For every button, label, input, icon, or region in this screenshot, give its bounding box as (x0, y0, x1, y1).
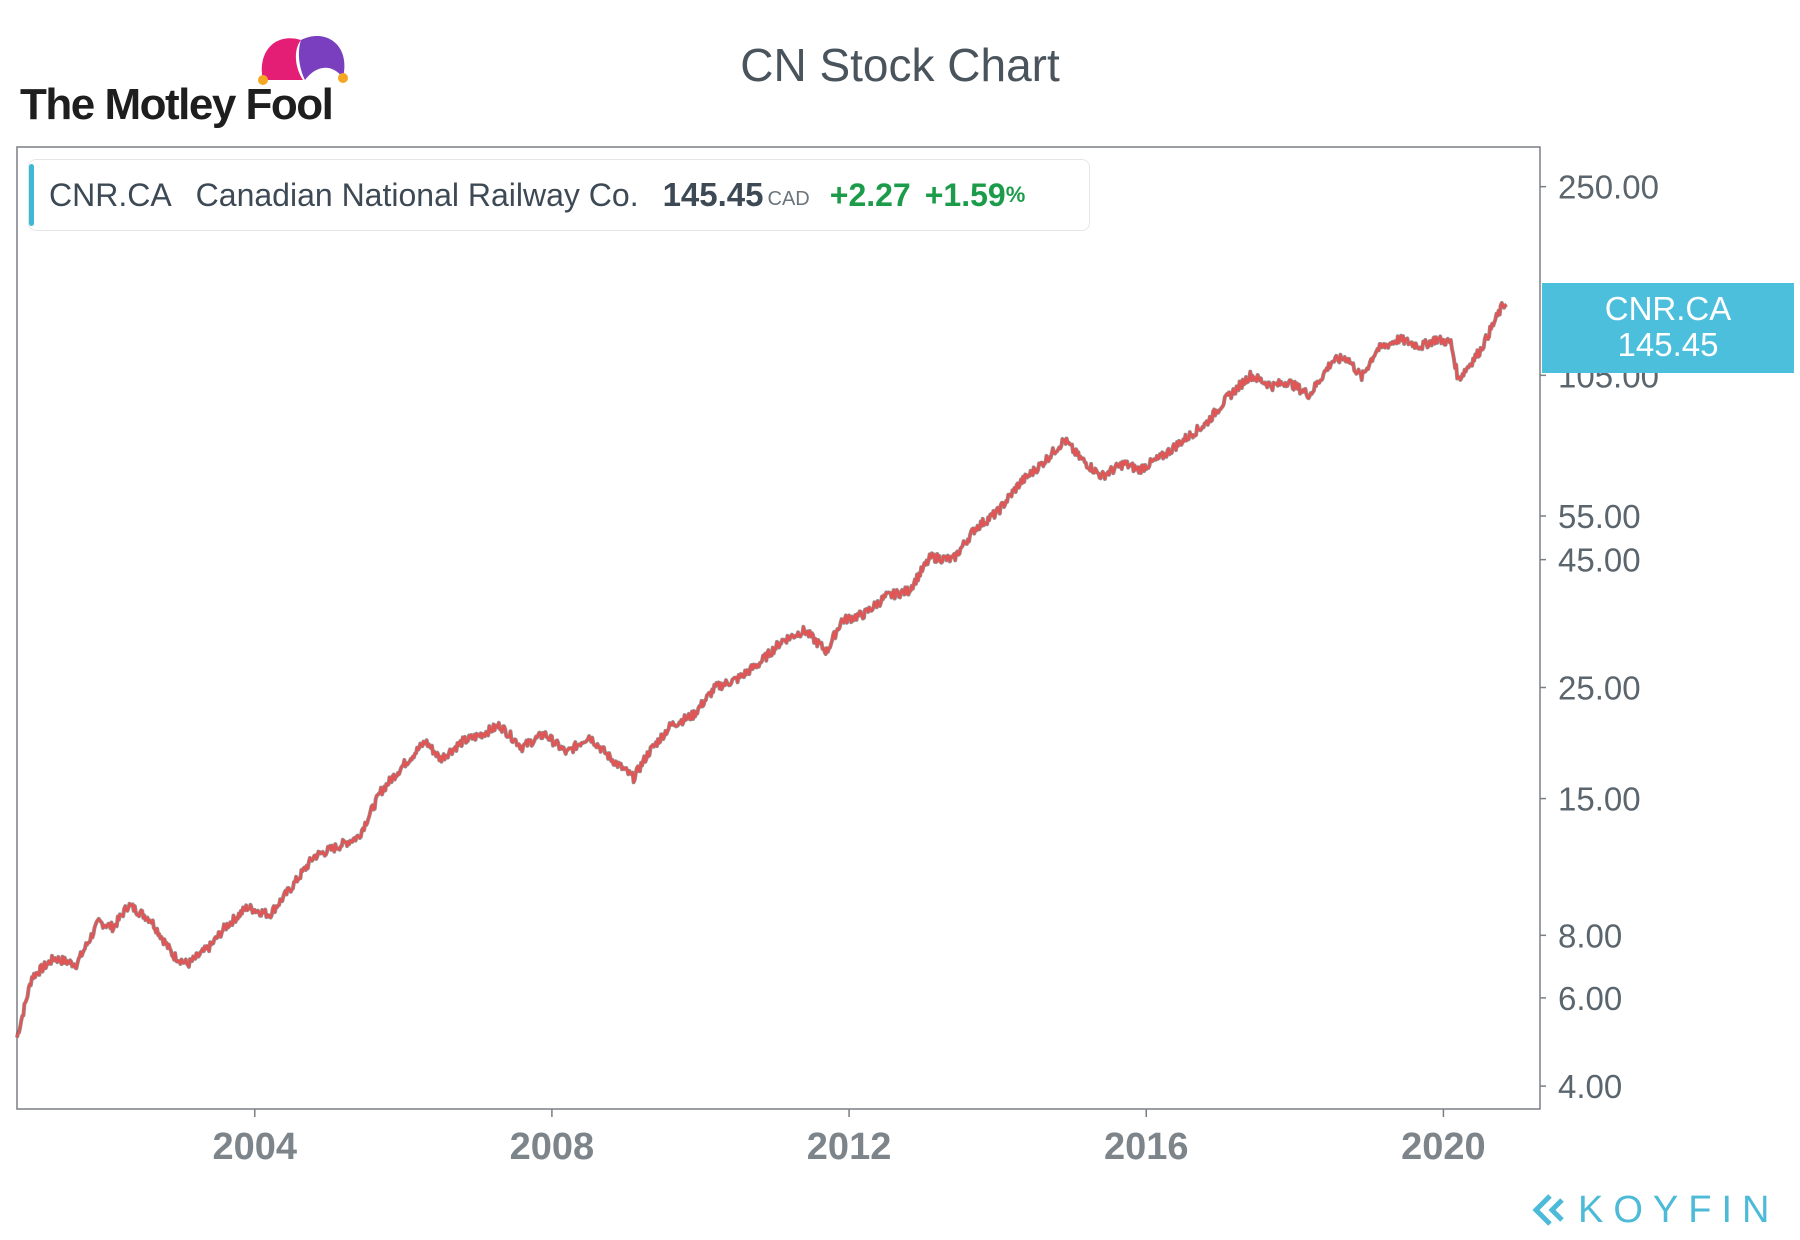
price-series-line (15, 301, 1508, 1038)
y-tick-label: 45.00 (1558, 542, 1641, 579)
koyfin-text: KOYFIN (1578, 1188, 1780, 1231)
last-price-tag: CNR.CA 145.45 (1542, 283, 1794, 373)
legend-price: 145.45 (662, 176, 764, 213)
x-tick-label: 2012 (807, 1126, 892, 1168)
koyfin-logo: KOYFIN (1532, 1188, 1779, 1232)
legend-ticker: CNR.CA (49, 176, 172, 213)
legend-change: +2.27 (829, 176, 911, 213)
chart-title: CN Stock Chart (740, 39, 1060, 91)
legend-currency: CAD (767, 187, 810, 210)
legend-company-name: Canadian National Railway Co. (195, 176, 639, 213)
x-tick-label: 2004 (212, 1126, 297, 1168)
legend-pct-symbol: % (1005, 182, 1026, 207)
y-tick-label: 4.00 (1558, 1068, 1622, 1105)
koyfin-chevron-icon (1532, 1194, 1564, 1226)
y-tick-label: 8.00 (1558, 917, 1622, 954)
x-tick-label: 2020 (1401, 1126, 1486, 1168)
legend-change-pct: +1.59 (924, 176, 1006, 213)
price-series-shadow (15, 301, 1508, 1039)
y-tick-label: 55.00 (1558, 498, 1641, 535)
y-tick-label: 6.00 (1558, 980, 1622, 1017)
plot-frame (16, 146, 1541, 1110)
jester-hat-icon (258, 36, 348, 85)
motley-fool-logo: The Motley Fool (20, 28, 400, 138)
x-tick-label: 2016 (1104, 1126, 1189, 1168)
logo-text: The Motley Fool (20, 80, 334, 129)
legend-bar: CNR.CA Canadian National Railway Co. 145… (28, 159, 1090, 231)
price-tag-ticker: CNR.CA (1604, 290, 1732, 327)
y-tick-label: 250.00 (1558, 169, 1659, 206)
y-tick-label: 25.00 (1558, 669, 1641, 706)
price-tag-value: 145.45 (1617, 326, 1719, 363)
y-tick-label: 15.00 (1558, 781, 1641, 818)
x-tick-label: 2008 (510, 1126, 595, 1168)
